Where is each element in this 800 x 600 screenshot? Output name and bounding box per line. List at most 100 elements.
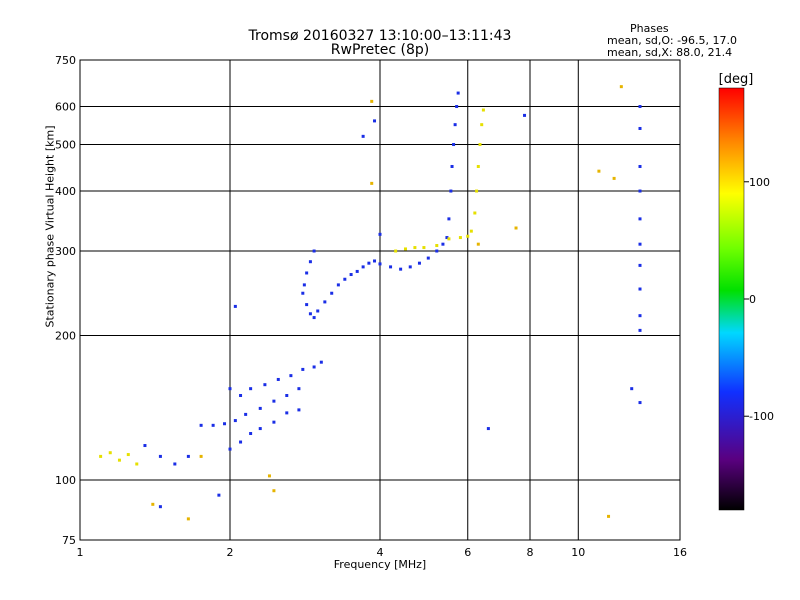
colorbar-tick-label: 100 [749,176,770,189]
data-point [239,440,243,444]
data-point [173,462,177,466]
data-point [316,309,320,313]
data-point [435,244,439,248]
data-point [263,383,267,387]
data-point [272,399,276,403]
data-point [143,444,147,448]
data-point [217,493,221,497]
y-tick-label: 500 [55,139,76,152]
data-point [223,422,227,426]
data-point [638,126,642,130]
colorbar-ticks: 100 0 -100 [744,176,774,423]
data-point [297,408,301,412]
data-point [403,247,407,251]
data-point [151,502,155,506]
data-point [355,269,359,273]
data-point [239,394,243,398]
data-point [514,226,518,230]
data-point [117,458,121,462]
data-point [301,291,305,295]
data-point [638,242,642,246]
data-point [312,365,316,369]
data-point [473,211,477,215]
data-point [638,314,642,318]
data-point [450,164,454,168]
data-point [272,420,276,424]
data-point [523,113,527,117]
x-tick-label: 1 [77,546,84,559]
data-point [378,232,382,236]
data-point [108,451,112,455]
data-point [478,143,482,147]
data-point [285,394,289,398]
y-tick-label: 600 [55,101,76,114]
data-point [597,169,601,173]
x-tick-label: 8 [527,546,534,559]
data-point [452,143,456,147]
colorbar-label: [deg] [719,72,754,87]
data-point [476,164,480,168]
colorbar-tick-label: -100 [749,410,774,423]
data-point [619,85,623,89]
data-point [630,387,634,391]
x-axis-label: Frequency [MHz] [334,558,426,571]
data-point [638,105,642,109]
y-tick-label: 750 [55,54,76,67]
data-point [486,427,490,431]
data-point [199,423,203,427]
data-point [447,237,451,241]
data-point [638,401,642,405]
phase-stats-o-mode: mean, sd,O: -96.5, 17.0 [607,34,738,47]
data-point [378,262,382,266]
data-point [638,287,642,291]
data-point [607,514,611,518]
data-point [258,427,262,431]
data-point [408,265,412,269]
data-point [458,236,462,240]
data-point [330,291,334,295]
data-point [373,119,377,123]
data-point [373,259,377,263]
data-point [453,123,457,127]
data-point [267,474,271,478]
y-tick-label: 100 [55,474,76,487]
data-point [455,105,459,109]
data-point [319,360,323,364]
data-point [233,304,237,308]
data-point [469,229,473,233]
data-point [158,454,162,458]
data-point [308,312,312,316]
data-point [249,387,253,391]
data-point [422,246,426,250]
data-point [638,164,642,168]
data-point [399,267,403,271]
grid [80,60,680,540]
colorbar-tick-label: 0 [749,293,756,306]
data-point [135,462,139,466]
data-point [389,265,393,269]
data-point [305,271,309,275]
data-point [370,181,374,185]
data-point [323,300,327,304]
data-point [480,123,484,127]
data-point [343,277,347,281]
phase-stats-x-mode: mean, sd,X: 88.0, 21.4 [607,46,733,59]
data-point [426,256,430,260]
data-point [186,517,190,521]
y-tick-label: 200 [55,330,76,343]
y-tick-label: 300 [55,245,76,258]
data-point [228,447,232,451]
data-point [435,249,439,253]
data-point [312,249,316,253]
data-point [349,273,353,277]
data-point [638,189,642,193]
data-point [336,283,340,287]
data-point [233,419,237,423]
data-point [126,453,130,457]
data-point [312,316,316,320]
data-point [475,189,479,193]
data-point [638,263,642,267]
y-tick-label: 75 [62,534,76,547]
x-tick-label: 2 [227,546,234,559]
